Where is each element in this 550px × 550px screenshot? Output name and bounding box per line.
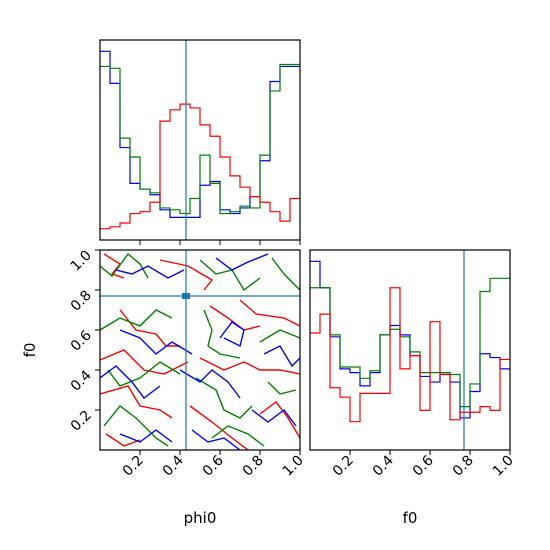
contour-blue-7	[251, 409, 297, 427]
contour-green-1	[199, 259, 261, 292]
contour-red-1	[159, 259, 214, 291]
f0-hist-red	[310, 287, 510, 423]
phi0-histogram-frame	[99, 39, 301, 241]
f0-histogram-ticks: 0.2 0.4 0.6 0.8 1.0	[330, 450, 517, 480]
contour-red-2	[239, 299, 300, 327]
contour-red-10	[105, 433, 141, 447]
contour-blue-6	[179, 369, 241, 399]
joint-xtick-label-4: 1.0	[280, 453, 307, 480]
f0-hist-xtick-label-1: 0.4	[370, 452, 397, 479]
contour-red-9	[259, 401, 300, 439]
f0-axis-label-vertical: f0	[21, 343, 39, 358]
f0-histogram-steps	[310, 260, 510, 423]
phi0-histogram-ticks	[139, 240, 301, 245]
joint-ytick-label-2: 0.6	[68, 327, 95, 354]
contour-green-8	[267, 381, 297, 395]
contour-red-4	[209, 305, 261, 331]
contour-red-0	[103, 253, 125, 279]
contour-red-8	[189, 405, 249, 450]
f0-hist-xtick-label-2: 0.6	[410, 452, 437, 479]
f0-hist-xtick-label-0: 0.2	[330, 453, 357, 480]
contour-blue-5	[100, 365, 161, 399]
joint-xtick-label-0: 0.2	[120, 453, 147, 480]
phi0-histogram-panel	[99, 39, 301, 245]
contour-blue-9	[191, 429, 241, 450]
joint-ytick-label-1: 0.4	[68, 367, 95, 394]
joint-xtick-label-3: 0.8	[240, 453, 267, 480]
phi0-hist-green	[100, 63, 300, 215]
joint-ytick-label-3: 0.8	[68, 288, 95, 315]
contour-blue-8	[119, 429, 173, 443]
phi0-histogram-steps	[100, 50, 300, 230]
contour-green-7	[195, 377, 253, 419]
f0-histogram-frame	[309, 249, 511, 451]
contour-green-6	[107, 361, 181, 387]
contour-red-7	[100, 385, 173, 419]
contour-green-10	[211, 425, 265, 447]
f0-hist-xtick-label-4: 1.0	[490, 453, 517, 480]
contour-green-9	[103, 405, 169, 447]
contour-blue-0	[115, 265, 185, 279]
contour-blue-3	[219, 321, 245, 348]
contour-blue-2	[119, 329, 193, 355]
f0-hist-xtick-label-3: 0.8	[450, 453, 477, 480]
joint-ytick-label-4: 1.0	[68, 248, 95, 275]
joint-xtick-label-2: 0.6	[200, 452, 227, 479]
joint-truth-point	[182, 293, 190, 299]
phi0-hist-red	[100, 103, 300, 230]
phi0-axis-label: phi0	[184, 509, 217, 527]
joint-frame	[99, 249, 301, 451]
contour-green-0	[100, 252, 149, 279]
contour-blue-1	[215, 253, 269, 271]
joint-ticks: 0.2 0.4 0.6 0.8 1.0 0.2 0.4 0.6 0.8 1.0	[68, 248, 307, 480]
contour-red-6	[199, 357, 300, 375]
joint-ytick-label-0: 0.2	[68, 408, 95, 435]
joint-xtick-label-1: 0.4	[160, 452, 187, 479]
contour-green-3	[100, 309, 173, 331]
f0-hist-green	[310, 277, 510, 408]
contour-red-3	[119, 309, 180, 347]
f0-histogram-panel: 0.2 0.4 0.6 0.8 1.0 f0	[309, 249, 517, 527]
contour-blue-4	[263, 345, 300, 368]
contour-green-5	[259, 329, 300, 343]
contour-green-2	[271, 257, 300, 291]
joint-contour-panel: 0.2 0.4 0.6 0.8 1.0 0.2 0.4 0.6 0.8 1.0 phi0 f0	[21, 248, 307, 527]
f0-axis-label: f0	[403, 509, 418, 527]
joint-contours	[100, 252, 300, 450]
contour-green-4	[203, 309, 241, 359]
